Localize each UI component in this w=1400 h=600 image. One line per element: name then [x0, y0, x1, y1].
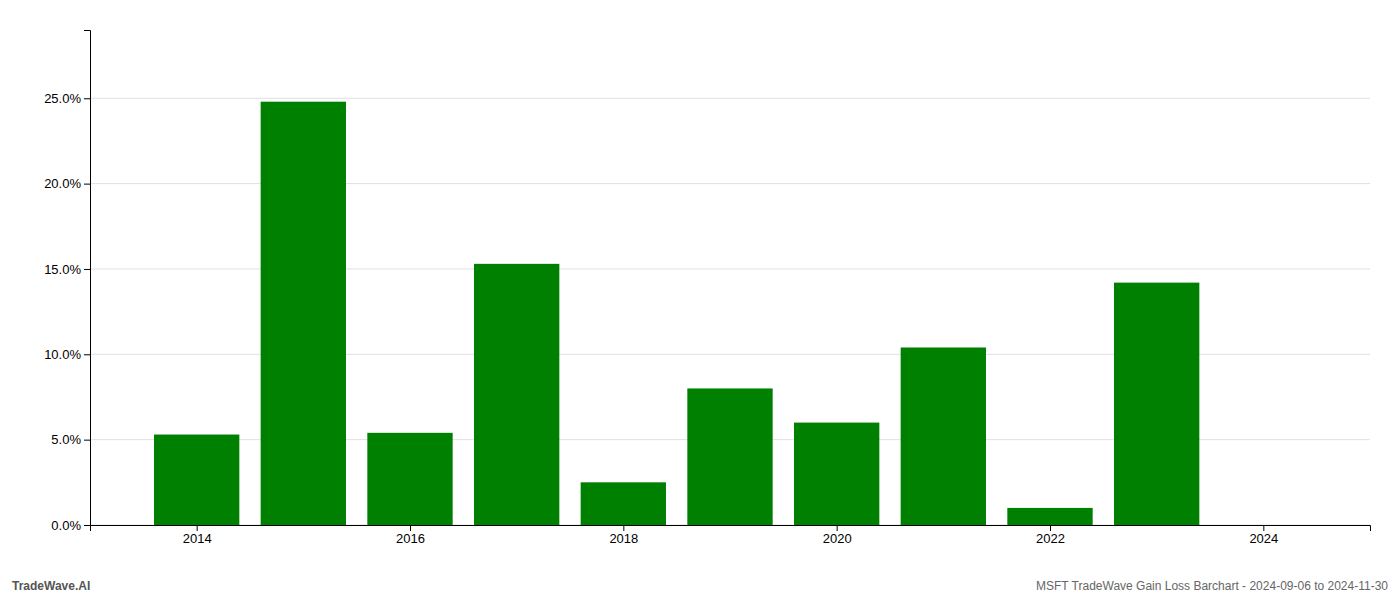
y-axis-line: [84, 31, 91, 526]
x-tick: 2020: [823, 525, 852, 546]
y-tick: 15.0%: [44, 262, 90, 277]
y-tick-label: 25.0%: [44, 91, 81, 106]
bar: [261, 102, 346, 525]
x-axis-line: [91, 526, 1371, 532]
bars: [154, 102, 1199, 525]
bar: [154, 435, 239, 525]
y-tick-mark: [84, 98, 90, 99]
y-tick-label: 15.0%: [44, 262, 81, 277]
x-tick-mark: [837, 525, 838, 531]
y-tick: 0.0%: [51, 518, 90, 533]
y-tick-label: 5.0%: [51, 432, 81, 447]
title: MSFT TradeWave Gain Loss Barchart - 2024…: [1036, 579, 1388, 593]
x-tick-label: 2016: [396, 531, 425, 546]
bar: [367, 433, 452, 525]
y-tick: 5.0%: [51, 432, 90, 447]
x-tick-mark: [623, 525, 624, 531]
bar: [794, 423, 879, 525]
x-tick-mark: [1263, 525, 1264, 531]
y-tick-mark: [84, 354, 90, 355]
x-tick-mark: [1050, 525, 1051, 531]
x-tick: 2016: [396, 525, 425, 546]
grid: [90, 98, 1370, 525]
bar: [581, 482, 666, 525]
x-tick-label: 2014: [183, 531, 212, 546]
y-tick-label: 20.0%: [44, 176, 81, 191]
y-tick-mark: [84, 440, 90, 441]
x-axis: 2014 2016 2018 2020 2022 2024: [91, 525, 1371, 546]
bar: [1007, 508, 1092, 525]
y-tick-label: 10.0%: [44, 347, 81, 362]
x-tick-label: 2018: [609, 531, 638, 546]
x-tick-label: 2020: [823, 531, 852, 546]
watermark: TradeWave.AI: [12, 579, 90, 593]
x-tick-mark: [197, 525, 198, 531]
bar: [1114, 283, 1199, 525]
y-tick: 25.0%: [44, 91, 90, 106]
bar: [1221, 525, 1306, 526]
x-tick: 2018: [609, 525, 638, 546]
y-tick-mark: [84, 269, 90, 270]
y-axis: 0.0% 5.0% 10.0% 15.0% 20.0% 25.0%: [44, 31, 90, 533]
x-tick: 2014: [183, 525, 212, 546]
x-tick-mark: [410, 525, 411, 531]
y-tick: 20.0%: [44, 176, 90, 191]
y-tick-mark: [84, 525, 90, 526]
bar: [901, 347, 986, 525]
x-tick: 2024: [1249, 525, 1278, 546]
x-tick: 2022: [1036, 525, 1065, 546]
x-tick-label: 2024: [1249, 531, 1278, 546]
y-tick-mark: [84, 184, 90, 185]
x-tick-label: 2022: [1036, 531, 1065, 546]
bar: [687, 388, 772, 525]
bar: [474, 264, 559, 525]
y-tick-label: 0.0%: [51, 518, 81, 533]
grid-line: [90, 98, 1370, 99]
y-tick: 10.0%: [44, 347, 90, 362]
chart: 2014 2016 2018 2020 2022 2024 0.0% 5.0% 10.0% 15.…: [0, 0, 1400, 600]
